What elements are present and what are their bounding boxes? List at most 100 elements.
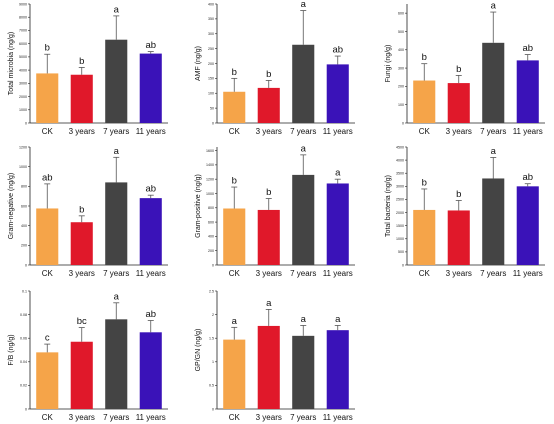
y-tick-label: 100: [398, 103, 404, 107]
significance-label: ab: [332, 45, 343, 56]
chart-panel-4: 0 200 400 600 800 1000 1200 Gram-negative (ng/g…: [8, 145, 168, 278]
y-tick-label: 0: [25, 263, 27, 267]
chart-panel-1: 0 1000 2000 3000 4000 5000 6000 7000 8000 9000 Tot…: [8, 2, 168, 136]
chart-panel-3: 0 100 200 300 400 500 600 Fungi (ng/g) b CK b 3 yea…: [385, 1, 545, 136]
bar-7-years: [292, 174, 315, 265]
y-axis-label: Total microbia (ng/g): [8, 32, 15, 95]
y-tick-label: 600: [398, 11, 404, 15]
significance-label: a: [301, 143, 307, 154]
y-tick-label: 2.5: [209, 289, 214, 293]
significance-label: ab: [145, 309, 156, 320]
y-tick-label: 5000: [19, 55, 27, 59]
bar-ck: [413, 80, 436, 123]
significance-label: ab: [145, 40, 156, 51]
y-axis-label: GP/GN (ng/g): [195, 329, 202, 372]
y-tick-label: 1200: [19, 145, 27, 149]
y-tick-label: 350: [208, 17, 214, 21]
bar-7-years: [105, 182, 128, 265]
chart-panel-7: 0 0.02 0.04 0.06 0.08 0.1 F/B (ng/g) c CK bc 3 yea…: [8, 289, 168, 422]
y-tick-label: 6000: [19, 42, 27, 46]
significance-label: b: [266, 187, 271, 198]
chart-panel-8: 0 0.5 1 1.5 2 2.5 GP/GN (ng/g) a CK a 3 years a 7 ye…: [195, 289, 355, 422]
y-tick-label: 1500: [396, 224, 404, 228]
y-tick-label: 2500: [396, 198, 404, 202]
significance-label: b: [232, 176, 237, 187]
significance-label: ab: [522, 172, 533, 183]
bar-ck: [36, 352, 59, 409]
x-tick-label: CK: [229, 413, 241, 422]
bar-3-years: [447, 210, 470, 265]
bar-11-years: [139, 53, 162, 124]
y-tick-label: 800: [208, 206, 214, 210]
y-axis-label: Gram-negative (ng/g): [8, 173, 15, 240]
y-tick-label: 0.5: [209, 384, 214, 388]
y-tick-label: 2000: [396, 211, 404, 215]
x-tick-label: 7 years: [290, 269, 316, 278]
bar-11-years: [326, 64, 349, 123]
bar-ck: [413, 209, 436, 265]
x-tick-label: 11 years: [136, 269, 166, 278]
x-tick-label: 3 years: [446, 127, 472, 136]
y-tick-label: 3500: [396, 172, 404, 176]
x-tick-label: 7 years: [290, 413, 316, 422]
bar-ck: [223, 208, 246, 265]
significance-label: b: [79, 56, 84, 67]
significance-label: b: [422, 177, 427, 188]
y-tick-label: 0: [212, 121, 214, 125]
x-tick-label: 7 years: [480, 269, 506, 278]
significance-label: a: [114, 4, 120, 15]
y-tick-label: 0.06: [20, 337, 27, 341]
significance-label: b: [266, 69, 271, 80]
bar-11-years: [326, 330, 349, 409]
y-tick-label: 0.08: [20, 313, 27, 317]
x-tick-label: 3 years: [69, 413, 95, 422]
y-tick-label: 3000: [396, 185, 404, 189]
y-tick-label: 400: [21, 224, 27, 228]
bar-ck: [36, 208, 59, 265]
y-tick-label: 100: [208, 92, 214, 96]
bar-7-years: [482, 42, 505, 123]
y-axis-label: AMF (ng/g): [195, 46, 202, 81]
significance-label: a: [301, 0, 307, 10]
x-tick-label: 11 years: [323, 127, 353, 136]
y-tick-label: 800: [21, 185, 27, 189]
y-tick-label: 300: [208, 32, 214, 36]
significance-label: b: [456, 64, 461, 75]
significance-label: a: [266, 298, 272, 309]
bar-11-years: [139, 198, 162, 265]
y-tick-label: 0: [212, 407, 214, 411]
significance-label: ab: [522, 43, 533, 54]
y-tick-label: 4500: [396, 145, 404, 149]
significance-label: a: [301, 314, 307, 325]
bar-3-years: [257, 87, 280, 123]
x-tick-label: 7 years: [103, 413, 129, 422]
y-tick-label: 500: [398, 30, 404, 34]
y-axis-label: Gram-positive (ng/g): [195, 174, 202, 238]
significance-label: c: [45, 333, 50, 344]
y-tick-label: 300: [398, 66, 404, 70]
significance-label: bc: [77, 316, 87, 327]
significance-label: b: [456, 189, 461, 200]
x-tick-label: 7 years: [103, 269, 129, 278]
y-tick-label: 500: [398, 250, 404, 254]
bar-3-years: [70, 341, 93, 409]
x-tick-label: CK: [42, 269, 54, 278]
y-tick-label: 0.02: [20, 384, 27, 388]
bar-7-years: [105, 319, 128, 409]
y-tick-label: 1200: [206, 177, 214, 181]
bar-11-years: [516, 186, 539, 265]
bar-3-years: [447, 83, 470, 123]
x-tick-label: CK: [419, 127, 431, 136]
x-tick-label: 11 years: [136, 413, 166, 422]
y-axis-label: Fungi (ng/g): [385, 45, 392, 83]
bar-7-years: [292, 335, 315, 409]
significance-label: a: [335, 314, 341, 325]
x-tick-label: 11 years: [323, 269, 353, 278]
y-tick-label: 1600: [206, 149, 214, 153]
x-tick-label: 3 years: [69, 127, 95, 136]
bar-3-years: [257, 209, 280, 265]
bar-3-years: [70, 74, 93, 123]
y-tick-label: 200: [208, 62, 214, 66]
bar-7-years: [292, 44, 315, 123]
